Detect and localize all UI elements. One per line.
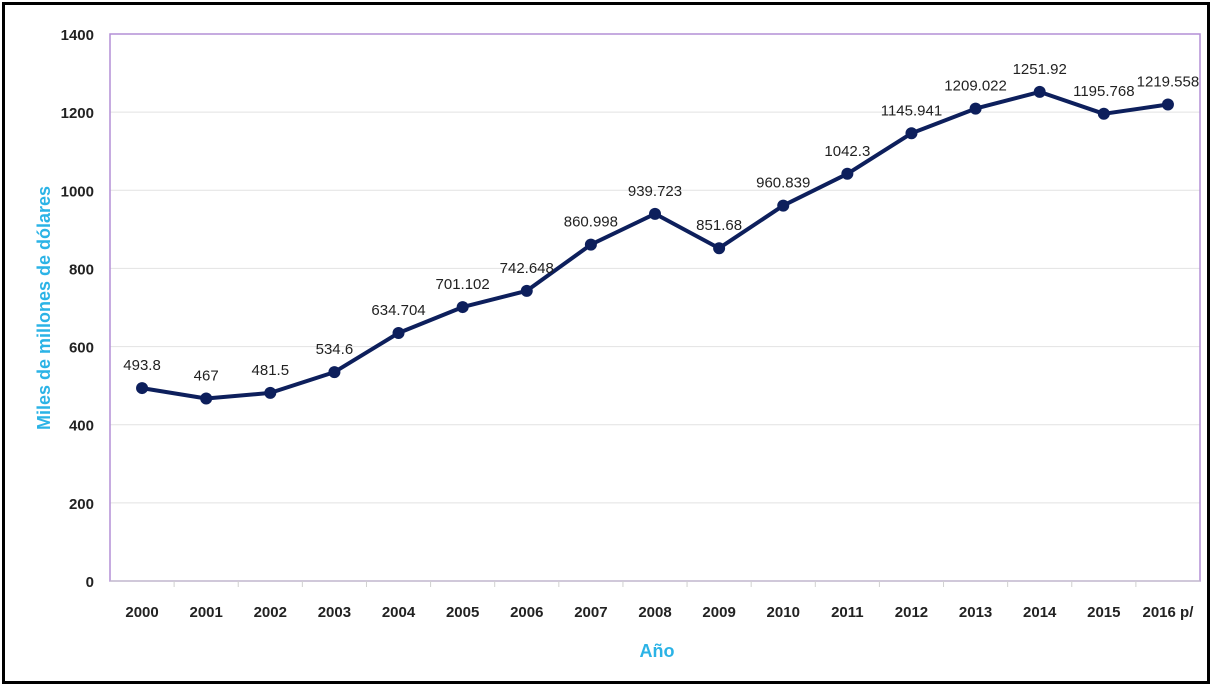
data-point (392, 327, 405, 340)
y-axis-title: Miles de millones de dólares (34, 186, 54, 430)
x-tick-label: 2015 (1087, 604, 1120, 621)
data-label: 701.102 (436, 276, 490, 293)
data-label: 960.839 (756, 175, 810, 192)
data-point (520, 284, 533, 297)
y-tick-label: 400 (69, 418, 94, 435)
y-tick-label: 800 (69, 261, 94, 278)
data-label: 851.68 (696, 217, 742, 234)
data-labels: 493.8 467 481.5 534.6 634.704 701.102 742.648 8… (123, 61, 1199, 385)
data-label: 481.5 (252, 362, 290, 379)
series-line (141, 89, 1169, 401)
data-label: 860.998 (564, 214, 618, 231)
data-points (136, 85, 1174, 405)
x-tick-label: 2007 (574, 604, 607, 621)
data-label: 493.8 (123, 357, 161, 374)
data-label: 1195.768 (1073, 83, 1134, 100)
data-point (328, 366, 341, 379)
x-tick-label: 2010 (767, 604, 800, 621)
data-point (905, 127, 918, 140)
x-tick-label: 2006 (510, 604, 543, 621)
data-point (1161, 98, 1174, 111)
x-axis-title: Año (640, 641, 675, 661)
data-label: 1219.558 (1137, 74, 1200, 91)
data-label: 534.6 (316, 341, 354, 358)
data-point (584, 238, 597, 251)
data-point (264, 386, 277, 399)
data-point (649, 207, 661, 220)
data-label: 467 (194, 368, 219, 385)
x-tick-label: 2014 (1023, 604, 1057, 621)
x-tick-label: 2009 (702, 604, 735, 621)
x-tick-label: 2008 (638, 604, 671, 621)
data-point (136, 382, 149, 395)
data-point (841, 167, 854, 180)
data-point (969, 102, 982, 115)
x-tick-label: 2000 (125, 604, 158, 621)
data-label: 1145.941 (881, 102, 942, 119)
x-tick-label: 2005 (446, 604, 479, 621)
x-tick-label: 2012 (895, 604, 928, 621)
data-point (1097, 107, 1110, 120)
data-label: 1251.92 (1013, 61, 1067, 78)
data-label: 742.648 (500, 260, 554, 277)
y-tick-label: 0 (86, 574, 94, 591)
y-tick-label: 1400 (61, 27, 94, 44)
data-label: 939.723 (628, 183, 682, 200)
x-tick-label: 2011 (831, 604, 864, 621)
x-tick-label: 2002 (254, 604, 287, 621)
x-tick-label: 2016 p/ (1143, 604, 1195, 621)
data-point (456, 301, 469, 314)
data-label: 1209.022 (944, 78, 1007, 95)
x-tick-label: 2001 (189, 604, 222, 621)
data-point (1033, 85, 1046, 98)
data-point (200, 392, 213, 405)
data-point (777, 199, 790, 212)
x-tick-labels: 2000 2001 2002 2003 2004 2005 2006 2007 2008 2009… (125, 581, 1194, 621)
y-tick-label: 600 (69, 340, 94, 357)
plot-area-border (109, 33, 1201, 582)
data-label: 634.704 (371, 302, 425, 319)
y-tick-label: 1200 (61, 105, 94, 122)
y-tick-labels: 0 200 400 600 800 1000 1200 1400 (61, 27, 94, 591)
y-tick-label: 200 (69, 496, 94, 513)
y-tick-label: 1000 (61, 183, 94, 200)
gridlines (110, 111, 1200, 504)
data-point (713, 242, 726, 255)
data-label: 1042.3 (824, 143, 870, 160)
x-tick-label: 2004 (382, 604, 416, 621)
x-tick-label: 2013 (959, 604, 992, 621)
x-tick-label: 2003 (318, 604, 351, 621)
